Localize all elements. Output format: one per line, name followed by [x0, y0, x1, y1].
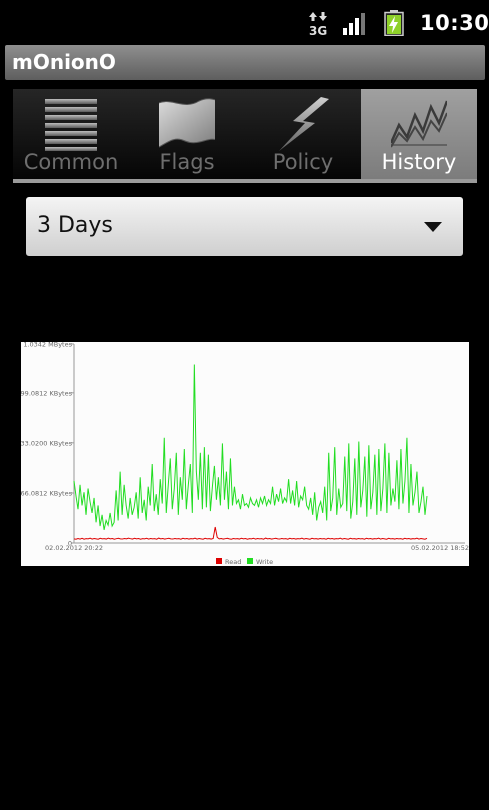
- y-tick-label: 799.0812 KBytes: [21, 389, 73, 397]
- graph-icon: [391, 100, 447, 148]
- network-type-label: 3G: [309, 24, 327, 36]
- y-tick-label: 1.0342 MBytes: [23, 342, 72, 349]
- series-line-read: [73, 526, 428, 540]
- title-bar: mOnionO: [5, 45, 485, 80]
- tab-history[interactable]: History: [361, 89, 477, 179]
- y-tick-label: 266.0812 KBytes: [21, 489, 73, 497]
- lightning-icon: [279, 97, 329, 151]
- tab-policy[interactable]: Policy: [245, 89, 361, 179]
- tab-label: Flags: [159, 150, 215, 174]
- app-title: mOnionO: [12, 50, 116, 74]
- data-transfer-icon: 3G: [309, 12, 327, 36]
- legend-label-write: Write: [256, 558, 273, 566]
- dropdown-arrow-icon: [424, 222, 442, 232]
- period-dropdown-value: 3 Days: [37, 213, 113, 238]
- history-chart-svg: 1.0342 MBytes 799.0812 KBytes 533.0200 KBy…: [21, 342, 469, 566]
- tab-label: Policy: [272, 150, 334, 174]
- tab-bar: Common Flags Policy History: [13, 89, 477, 183]
- status-bar: 3G 10:30: [0, 0, 489, 45]
- x-tick-label: 05.02.2012 18:52: [411, 544, 469, 552]
- series-line-write: [73, 364, 428, 530]
- signal-strength-icon: [343, 13, 365, 35]
- tab-label: History: [381, 150, 457, 174]
- tab-common[interactable]: Common: [13, 89, 129, 179]
- period-dropdown[interactable]: 3 Days: [26, 197, 463, 256]
- legend-swatch-read: [216, 558, 222, 564]
- tab-indicator: [13, 179, 477, 183]
- y-tick-label: 0: [68, 540, 72, 548]
- legend-label-read: Read: [225, 558, 241, 566]
- tab-label: Common: [23, 150, 119, 174]
- y-tick-label: 533.0200 KBytes: [21, 439, 73, 447]
- battery-charging-icon: [384, 10, 404, 36]
- status-clock: 10:30: [420, 11, 489, 35]
- x-tick-label: 02.02.2012 20:22: [45, 544, 103, 552]
- history-chart: 1.0342 MBytes 799.0812 KBytes 533.0200 KBy…: [21, 342, 469, 566]
- legend-swatch-write: [247, 558, 253, 564]
- tab-flags[interactable]: Flags: [129, 89, 245, 179]
- list-icon: [45, 99, 97, 151]
- flag-icon: [159, 98, 215, 148]
